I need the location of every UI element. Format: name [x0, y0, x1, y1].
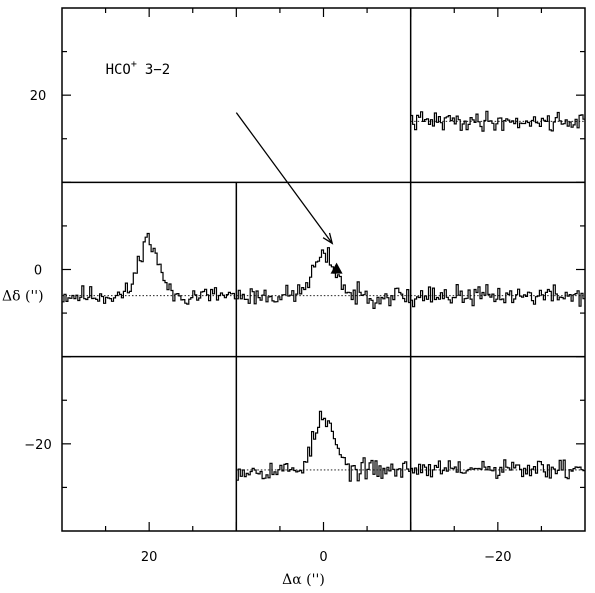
panel-grid [62, 8, 585, 531]
y-tick-label: 0 [34, 264, 42, 279]
molecule-label: HCO+ 3−2 [106, 59, 171, 78]
spectrum-east [62, 232, 237, 305]
transition-label: 3−2 [145, 62, 170, 78]
x-tick-label: −20 [484, 550, 511, 565]
y-tick-label: −20 [24, 438, 51, 453]
x-tick-label: 0 [319, 550, 327, 565]
source-marker-triangle [330, 262, 343, 274]
spectrum-center [236, 247, 411, 309]
y-axis-label: Δδ ('') [2, 289, 44, 305]
pointer-arrow-shaft [235, 112, 333, 244]
molecule-charge: + [131, 59, 137, 70]
axes-layer: 20 0 −20 20 0 −20 [24, 7, 586, 565]
spectra-layer [62, 110, 585, 482]
x-tick-label: 20 [141, 550, 158, 565]
x-axis-label: Δα ('') [282, 572, 325, 588]
molecule-name: HCO [106, 62, 131, 78]
spectrum-south [236, 410, 411, 482]
spectrum-south-west [410, 459, 585, 480]
pointer-arrow-head [322, 232, 334, 245]
y-tick-label: 20 [30, 89, 47, 104]
spectrum-north-west [410, 110, 585, 132]
spectrum-west [410, 284, 585, 308]
plot-frame [61, 7, 586, 532]
annotation-layer: HCO+ 3−2 [106, 59, 343, 274]
